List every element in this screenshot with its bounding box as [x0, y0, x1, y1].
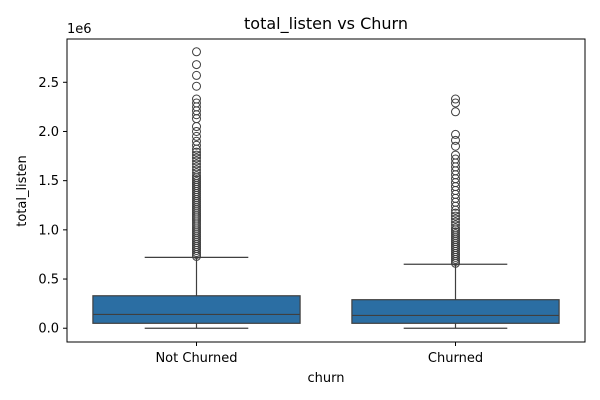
x-axis-label: churn — [308, 371, 345, 386]
outlier-point — [192, 140, 201, 150]
y-tick-label: 0.5 — [38, 273, 59, 288]
outlier-point — [192, 81, 201, 91]
outlier-point — [192, 126, 201, 136]
y-tick-label: 0.0 — [38, 322, 59, 337]
box — [351, 299, 560, 324]
outlier-point — [192, 153, 201, 163]
x-tick-label: Churned — [428, 351, 483, 366]
outlier-point — [192, 47, 201, 57]
outlier-point — [192, 147, 201, 157]
plot-area — [92, 47, 560, 329]
y-tick-label: 1.0 — [38, 223, 59, 238]
outlier-point — [192, 150, 201, 160]
outlier-point — [451, 98, 460, 108]
outlier-point — [451, 141, 460, 151]
outlier-point — [192, 94, 201, 104]
outlier-point — [451, 211, 460, 221]
outlier-point — [192, 60, 201, 70]
outlier-point — [192, 122, 201, 132]
outlier-point — [192, 98, 201, 108]
y-tick-label: 1.5 — [38, 174, 59, 189]
y-tick-label: 2.5 — [38, 76, 59, 91]
outlier-point — [451, 223, 460, 233]
x-tick-label: Not Churned — [155, 351, 237, 366]
chart-title: total_listen vs Churn — [244, 14, 408, 34]
outlier-point — [192, 165, 201, 175]
outlier-point — [192, 156, 201, 166]
outlier-point — [192, 171, 201, 181]
outlier-point — [451, 94, 460, 104]
outlier-point — [451, 129, 460, 139]
y-tick-label: 2.0 — [38, 125, 59, 140]
y-offset-label: 1e6 — [67, 22, 92, 37]
outlier-point — [192, 168, 201, 178]
plot-frame — [66, 38, 586, 343]
outlier-point — [192, 159, 201, 169]
outlier-point — [192, 131, 201, 141]
outlier-point — [192, 70, 201, 80]
box — [92, 295, 301, 324]
outlier-point — [451, 220, 460, 230]
outlier-point — [451, 208, 460, 218]
outlier-point — [192, 162, 201, 172]
y-axis-label: total_listen — [15, 155, 30, 227]
outlier-point — [451, 135, 460, 145]
outlier-point — [451, 154, 460, 164]
outlier-point — [451, 214, 460, 224]
outlier-point — [451, 217, 460, 227]
outlier-point — [451, 107, 460, 117]
outlier-point — [192, 136, 201, 146]
outlier-point — [451, 150, 460, 160]
axes: Not Churned Churned 0.0 0.5 1.0 1.5 2.0 2.5 — [38, 76, 483, 366]
